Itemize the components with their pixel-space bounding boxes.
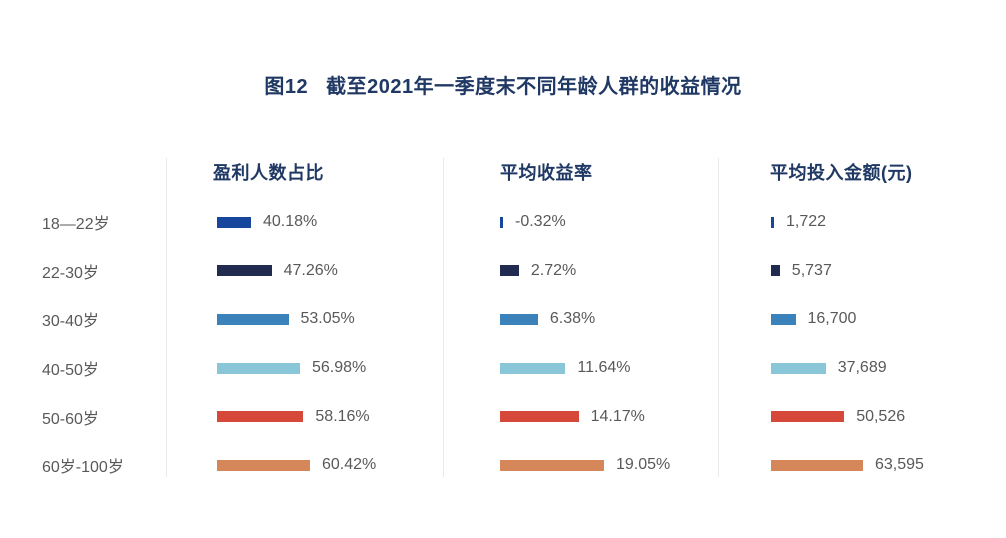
- age-group-label: 22-30岁: [42, 264, 99, 282]
- avg-investment-bar: [771, 362, 826, 374]
- avg-investment-value: 37,689: [837, 359, 887, 377]
- age-group-label: 50-60岁: [42, 410, 99, 428]
- avg-return-cell: 19.05%: [443, 456, 718, 474]
- avg-return-bar: [500, 313, 538, 325]
- avg-investment-cell: 37,689: [718, 359, 1006, 377]
- avg-investment-cell: 1,722: [718, 213, 1006, 231]
- profit-share-cell: 40.18%: [166, 213, 443, 231]
- profit-share-bar: [217, 265, 272, 277]
- profit-share-value: 47.26%: [283, 261, 338, 279]
- profit-share-bar: [217, 313, 289, 325]
- column-header-avg-investment: 平均投入金额(元): [770, 163, 913, 183]
- column-header-profit-share: 盈利人数占比: [213, 163, 324, 183]
- column-header-row: 盈利人数占比 平均收益率 平均投入金额(元): [0, 158, 1006, 198]
- profit-share-cell: 60.42%: [166, 456, 443, 474]
- column-divider-middle: [443, 158, 444, 477]
- profit-share-cell: 53.05%: [166, 310, 443, 328]
- avg-return-value: 14.17%: [590, 407, 645, 425]
- profit-share-value: 58.16%: [315, 407, 370, 425]
- profit-share-bar: [217, 216, 251, 228]
- avg-investment-value: 16,700: [807, 310, 857, 328]
- age-group-label: 18—22岁: [42, 216, 110, 234]
- figure-number: 图12: [264, 76, 309, 98]
- avg-return-bar: [500, 362, 566, 374]
- profit-share-value: 60.42%: [322, 456, 377, 474]
- avg-return-bar: [500, 216, 503, 228]
- chart-area: 盈利人数占比 平均收益率 平均投入金额(元) 18—22岁 40.18% -0.…: [0, 158, 1006, 490]
- avg-investment-bar: [771, 265, 780, 277]
- avg-investment-cell: 50,526: [718, 408, 1006, 426]
- chart-row: 60岁-100岁 60.42% 19.05% 63,595: [0, 441, 1006, 490]
- chart-row: 30-40岁 53.05% 6.38% 16,700: [0, 295, 1006, 344]
- chart-row: 40-50岁 56.98% 11.64% 37,689: [0, 344, 1006, 393]
- profit-share-cell: 56.98%: [166, 359, 443, 377]
- avg-investment-value: 1,722: [786, 213, 827, 231]
- profit-share-value: 56.98%: [312, 359, 367, 377]
- avg-return-cell: 14.17%: [443, 408, 718, 426]
- age-group-label: 60岁-100岁: [42, 459, 124, 477]
- avg-return-value: -0.32%: [515, 213, 566, 231]
- profit-share-value: 53.05%: [300, 310, 355, 328]
- avg-return-value: 19.05%: [616, 456, 671, 474]
- chart-row: 50-60岁 58.16% 14.17% 50,526: [0, 392, 1006, 441]
- avg-investment-bar: [771, 459, 863, 471]
- age-group-label: 40-50岁: [42, 362, 99, 380]
- avg-return-bar: [500, 265, 519, 277]
- avg-investment-value: 50,526: [856, 407, 906, 425]
- avg-return-bar: [500, 459, 604, 471]
- avg-investment-value: 5,737: [791, 261, 832, 279]
- avg-return-cell: 6.38%: [443, 310, 718, 328]
- avg-return-value: 2.72%: [530, 261, 577, 279]
- avg-return-cell: -0.32%: [443, 213, 718, 231]
- avg-investment-cell: 63,595: [718, 456, 1006, 474]
- avg-return-cell: 11.64%: [443, 359, 718, 377]
- avg-return-bar: [500, 411, 579, 423]
- profit-share-bar: [217, 362, 300, 374]
- chart-row: 18—22岁 40.18% -0.32% 1,722: [0, 198, 1006, 247]
- chart-title: 图12 截至2021年一季度末不同年龄人群的收益情况: [0, 70, 1006, 99]
- avg-investment-cell: 16,700: [718, 310, 1006, 328]
- chart-rows: 18—22岁 40.18% -0.32% 1,722 22-30岁 47.26%…: [0, 198, 1006, 490]
- column-divider-right: [718, 158, 719, 477]
- chart-title-text: 截至2021年一季度末不同年龄人群的收益情况: [326, 76, 742, 98]
- avg-investment-value: 63,595: [875, 456, 924, 474]
- avg-return-value: 6.38%: [549, 310, 596, 328]
- profit-share-bar: [217, 459, 310, 471]
- avg-return-value: 11.64%: [577, 359, 631, 377]
- avg-investment-bar: [771, 411, 845, 423]
- profit-share-cell: 47.26%: [166, 262, 443, 280]
- age-group-label: 30-40岁: [42, 313, 99, 331]
- avg-investment-bar: [771, 216, 774, 228]
- avg-return-cell: 2.72%: [443, 262, 718, 280]
- column-divider-left: [166, 158, 167, 477]
- avg-investment-cell: 5,737: [718, 262, 1006, 280]
- chart-row: 22-30岁 47.26% 2.72% 5,737: [0, 247, 1006, 296]
- profit-share-value: 40.18%: [263, 213, 318, 231]
- profit-share-bar: [217, 411, 304, 423]
- column-header-avg-return: 平均收益率: [500, 163, 593, 183]
- profit-share-cell: 58.16%: [166, 408, 443, 426]
- avg-investment-bar: [771, 313, 796, 325]
